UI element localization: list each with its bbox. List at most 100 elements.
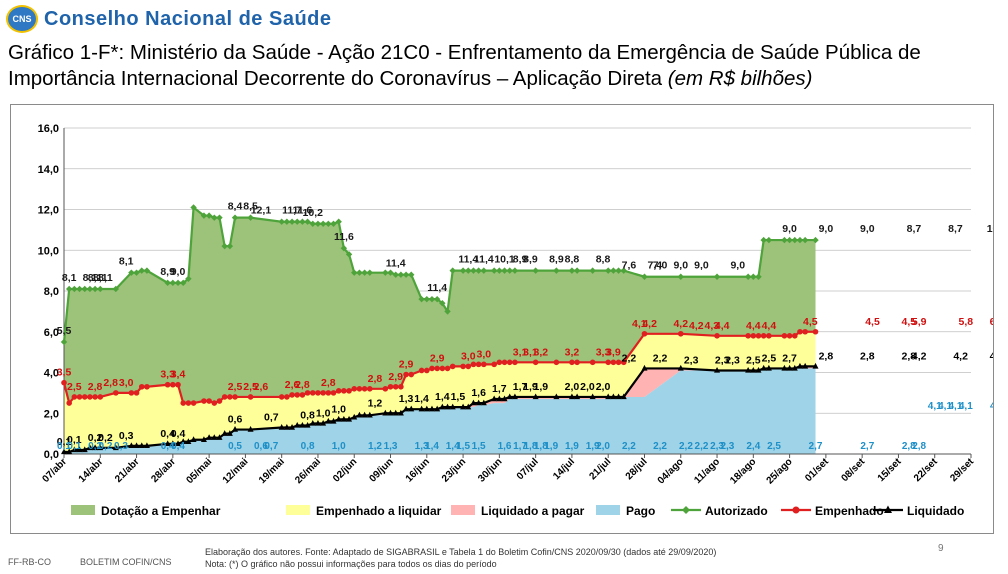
- pago-data-label: 2,7: [809, 441, 823, 452]
- empenhado-point: [138, 383, 145, 390]
- liquidado-point: [392, 409, 399, 416]
- empenhado-point: [382, 386, 389, 392]
- liquidado-data-label: 0,2: [88, 432, 103, 444]
- autorizado-data-label: 8,1: [62, 272, 77, 284]
- liquidado-data-label: 1,4: [435, 391, 450, 403]
- area-dotacao-a-empenhar: [64, 207, 816, 404]
- autorizado-point: [470, 267, 477, 274]
- empenhado-point: [320, 390, 326, 396]
- autorizado-data-label: 8,7: [948, 223, 963, 235]
- liquidado-data-label: 2,8: [819, 350, 834, 362]
- x-tick-label: 23/jun: [440, 456, 468, 484]
- pago-data-label: 1,5: [456, 441, 470, 452]
- x-tick-label: 12/mai: [221, 456, 251, 486]
- empenhado-point: [113, 390, 119, 396]
- autorizado-point: [366, 269, 373, 276]
- empenhado-data-label: 2,8: [88, 381, 103, 393]
- pago-data-label: 0,4: [171, 441, 185, 452]
- autorizado-point: [190, 204, 197, 211]
- autorizado-point: [294, 218, 301, 225]
- autorizado-point: [91, 285, 99, 293]
- autorizado-point: [309, 220, 316, 227]
- liquidado-point: [283, 424, 290, 430]
- autorizado-point: [185, 275, 192, 282]
- empenhado-data-label: 2,6: [285, 379, 300, 391]
- empenhado-data-label: 2,9: [399, 359, 414, 371]
- legend-label: Dotação a Empenhar: [101, 504, 221, 518]
- x-tick-label: 15/set: [876, 456, 904, 484]
- empenhado-point: [470, 361, 477, 368]
- empenhado-point: [164, 381, 171, 388]
- empenhado-point: [87, 394, 93, 400]
- y-tick-label: 10,0: [38, 245, 59, 257]
- y-tick-label: 8,0: [44, 286, 59, 298]
- empenhado-point: [247, 394, 254, 400]
- x-tick-label: 14/abr: [77, 456, 106, 485]
- y-tick-label: 0,0: [44, 449, 59, 461]
- autorizado-data-label: 9,0: [730, 260, 745, 272]
- empenhado-data-label: 3,5: [57, 367, 72, 379]
- autorizado-point: [288, 218, 296, 225]
- empenhado-point: [341, 388, 347, 394]
- empenhado-point: [81, 394, 88, 400]
- autorizado-data-label: 8,1: [93, 272, 108, 284]
- autorizado-point: [319, 220, 327, 227]
- empenhado-point: [481, 361, 487, 368]
- footer-source: Elaboração dos autores. Fonte: Adaptado …: [205, 546, 716, 570]
- empenhado-point: [309, 390, 316, 396]
- liquidado-point: [765, 364, 772, 371]
- x-tick-label: 11/ago: [692, 456, 722, 486]
- autorizado-point: [402, 271, 410, 278]
- autorizado-point: [755, 273, 762, 280]
- empenhado-point: [392, 383, 399, 390]
- x-tick-label: 22/set: [912, 456, 940, 484]
- liquidado-point: [356, 411, 363, 418]
- autorizado-point: [589, 267, 596, 274]
- autorizado-point: [449, 267, 456, 274]
- empenhado-point: [221, 394, 228, 400]
- autorizado-point: [744, 273, 752, 280]
- empenhado-point: [532, 359, 539, 366]
- autorizado-point: [335, 218, 342, 225]
- empenhado-point: [797, 328, 803, 335]
- liquidado-data-label: 2,2: [622, 352, 637, 364]
- autorizado-point: [408, 271, 415, 278]
- x-tick-label: 25/ago: [765, 456, 795, 486]
- pago-data-label: 2,8: [902, 441, 916, 452]
- autorizado-point: [791, 236, 798, 244]
- autorizado-point: [465, 267, 472, 274]
- pago-data-label: 0,2: [99, 441, 113, 452]
- pago-data-label: 4,1: [959, 401, 973, 412]
- area-empenhado-a-liquidar: [64, 331, 816, 452]
- liquidado-point: [501, 395, 508, 402]
- pago-data-label: 2,3: [710, 441, 724, 452]
- empenhado-point: [299, 392, 306, 398]
- y-tick-label: 4,0: [44, 368, 59, 380]
- autorizado-point: [506, 267, 513, 274]
- liquidado-point: [574, 393, 581, 400]
- liquidado-data-label: 2,0: [565, 381, 580, 393]
- empenhado-point: [216, 398, 223, 404]
- liquidado-point: [97, 444, 104, 451]
- empenhado-point: [491, 361, 497, 368]
- empenhado-data-label: 4,4: [715, 320, 730, 332]
- empenhado-point: [294, 392, 301, 398]
- empenhado-point: [418, 367, 425, 374]
- liquidado-data-label: 1,7: [492, 383, 507, 395]
- liquidado-data-label: 0,3: [119, 430, 134, 442]
- pago-data-label: 1,6: [498, 441, 512, 452]
- liquidado-point: [206, 434, 213, 440]
- empenhado-point: [76, 394, 83, 400]
- liquidado-point: [294, 421, 301, 428]
- liquidado-point: [180, 438, 187, 444]
- liquidado-data-label: 0,4: [160, 428, 175, 440]
- liquidado-point: [532, 393, 539, 400]
- liquidado-point: [71, 446, 78, 453]
- liquidado-point: [128, 442, 135, 449]
- autorizado-point: [801, 236, 809, 244]
- liquidado-point: [470, 399, 477, 406]
- footer-note: Nota: (*) O gráfico não possui informaçõ…: [205, 559, 497, 569]
- autorizado-point: [475, 267, 482, 274]
- pago-data-label: 0,5: [228, 441, 242, 452]
- autorizado-point: [418, 295, 425, 303]
